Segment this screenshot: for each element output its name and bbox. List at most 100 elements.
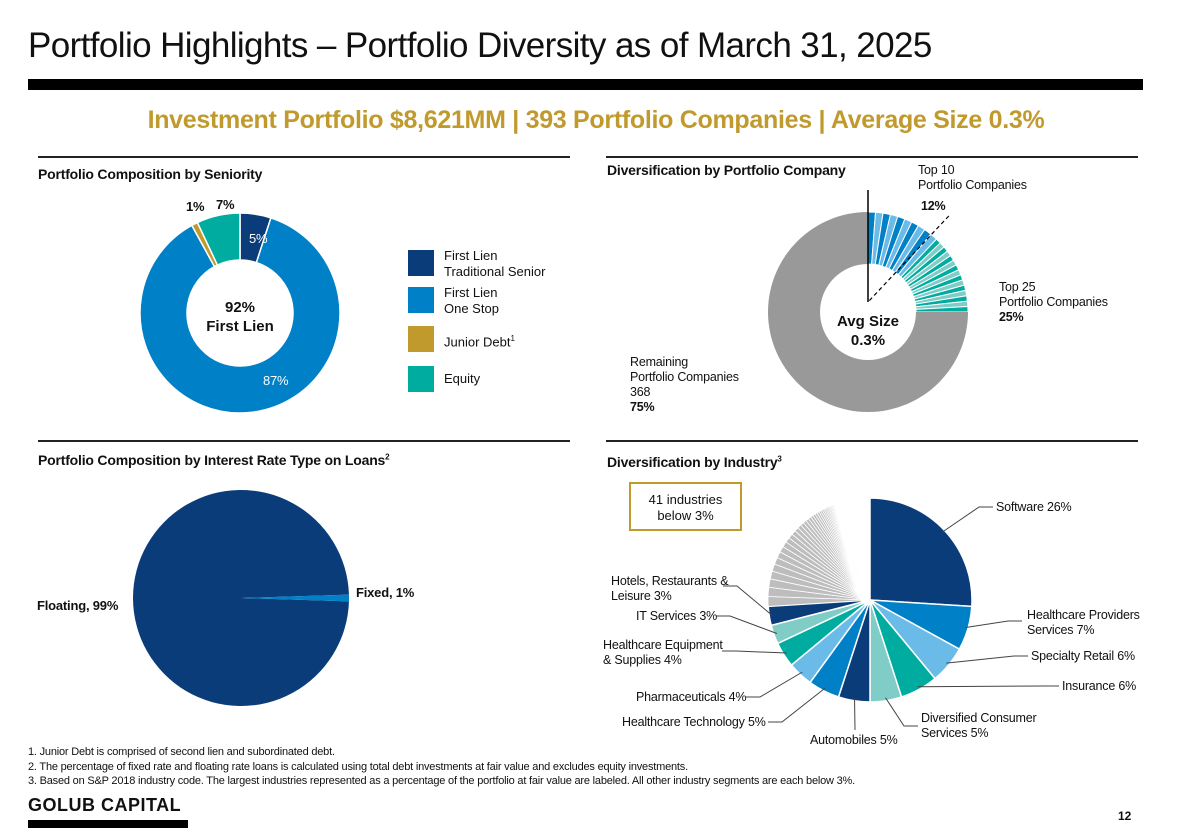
label-line: Leisure 3%	[611, 589, 672, 603]
center-caption: Avg Size	[837, 313, 899, 330]
rate-chart-title: Portfolio Composition by Interest Rate T…	[38, 452, 390, 468]
legend-line: Traditional Senior	[444, 264, 546, 279]
rate-chart-title-text: Portfolio Composition by Interest Rate T…	[38, 452, 386, 468]
seniority-chart-title: Portfolio Composition by Seniority	[38, 166, 263, 182]
slice-first-lien-one-stop	[139, 216, 341, 414]
section-divider	[38, 156, 570, 158]
leader-line	[746, 671, 803, 698]
company-logo: GOLUB CAPITAL	[28, 795, 182, 815]
company-donut	[768, 190, 969, 412]
center-value: 92%	[224, 299, 256, 316]
legend-line: Junior Debt	[444, 334, 511, 350]
label-line: Services 5%	[921, 726, 989, 740]
industry-label-diversified-consumer-services: Diversified Consumer Services 5%	[921, 711, 1037, 741]
logo-bar	[28, 820, 188, 828]
remaining-count: 368	[630, 385, 651, 399]
slice-equity	[196, 212, 241, 267]
leader-line	[885, 697, 918, 727]
rate-pie	[133, 489, 349, 706]
leader-line	[946, 655, 1028, 664]
legend-label-first-lien-one-stop: First Lien One Stop	[444, 285, 499, 317]
leader-line	[941, 506, 993, 533]
label-line: Remaining	[630, 355, 688, 369]
top25-dashed-line	[868, 215, 950, 301]
seniority-center-label: 92% First Lien	[190, 298, 290, 336]
label-line: Top 10	[918, 163, 955, 177]
industry-chart-title-text: Diversification by Industry	[607, 454, 778, 470]
label-line: Software 26%	[996, 500, 1072, 514]
industry-label-insurance: Insurance 6%	[1062, 679, 1136, 694]
industry-label-software: Software 26%	[996, 500, 1072, 515]
slice-other-industry	[837, 502, 871, 601]
label-line: Portfolio Companies	[999, 295, 1108, 309]
one-stop-label: 87%	[263, 373, 289, 388]
industry-pie	[767, 497, 973, 703]
legend-line: Equity	[444, 371, 481, 386]
footnote-2: 2. The percentage of fixed rate and floa…	[28, 761, 688, 773]
slice-fixed	[241, 594, 349, 602]
legend-label-junior-debt: Junior Debt1	[444, 331, 515, 350]
slice-software	[869, 497, 973, 608]
leader-line	[716, 615, 778, 634]
top25-label: Top 25 Portfolio Companies 25%	[999, 280, 1108, 325]
label-line: Healthcare Equipment	[603, 638, 723, 652]
section-divider	[606, 440, 1138, 442]
top10-value: 12%	[921, 199, 946, 213]
leader-line	[723, 585, 773, 616]
top10-label: Top 10 Portfolio Companies 12%	[918, 163, 1027, 214]
leader-line	[917, 685, 1059, 688]
footnote-ref: 1	[510, 334, 515, 343]
industries-below-threshold-callout: 41 industries below 3%	[629, 482, 742, 531]
footnote-ref: 2	[385, 452, 390, 462]
label-line: & Supplies 4%	[603, 653, 682, 667]
leader-line	[722, 650, 787, 654]
industry-label-healthcare-equipment-supplies: Healthcare Equipment & Supplies 4%	[603, 638, 723, 668]
label-line: Portfolio Companies	[918, 178, 1027, 192]
leader-line	[768, 687, 826, 723]
label-line: Portfolio Companies	[630, 370, 739, 384]
label-line: Top 25	[999, 280, 1036, 294]
industry-label-hotels-restaurants-leisure: Hotels, Restaurants & Leisure 3%	[611, 574, 729, 604]
label-line: Services 7%	[1027, 623, 1095, 637]
legend-line: First Lien	[444, 248, 498, 263]
floating-label: Floating, 99%	[37, 598, 119, 613]
industry-chart-title: Diversification by Industry3	[607, 454, 782, 470]
label-line: Pharmaceuticals 4%	[636, 690, 747, 704]
label-line: Healthcare Technology 5%	[622, 715, 766, 729]
traditional-senior-label: 5%	[249, 231, 268, 246]
section-divider	[38, 440, 570, 442]
top25-value: 25%	[999, 310, 1024, 324]
portfolio-summary: Investment Portfolio $8,621MM | 393 Port…	[147, 106, 1045, 134]
callout-line: below 3%	[657, 508, 714, 523]
industry-label-pharmaceuticals: Pharmaceuticals 4%	[636, 690, 747, 705]
legend-swatch	[408, 287, 434, 313]
legend-label-equity: Equity	[444, 371, 480, 387]
industry-label-healthcare-providers-services: Healthcare Providers Services 7%	[1027, 608, 1140, 638]
legend-swatch	[408, 250, 434, 276]
footnote-1: 1. Junior Debt is comprised of second li…	[28, 746, 335, 758]
industry-label-specialty-retail: Specialty Retail 6%	[1031, 649, 1135, 664]
label-line: Hotels, Restaurants &	[611, 574, 729, 588]
legend-swatch	[408, 366, 434, 392]
industry-leader-lines	[716, 506, 1059, 731]
slice-remaining-portfolio-companies	[768, 212, 968, 412]
page-number: 12	[1118, 809, 1132, 823]
footnote-3: 3. Based on S&P 2018 industry code. The …	[28, 775, 855, 787]
remaining-label: Remaining Portfolio Companies 368 75%	[630, 355, 739, 415]
label-line: Insurance 6%	[1062, 679, 1137, 693]
remaining-value: 75%	[630, 400, 655, 414]
legend-line: Junior Debt1	[444, 331, 515, 350]
callout-line: 41 industries	[648, 492, 723, 507]
center-caption: First Lien	[206, 318, 274, 335]
label-line: Specialty Retail 6%	[1031, 649, 1135, 663]
footnote-ref: 3	[777, 454, 782, 464]
company-center-label: Avg Size 0.3%	[818, 312, 918, 350]
fixed-label: Fixed, 1%	[356, 585, 415, 600]
company-chart-title: Diversification by Portfolio Company	[607, 162, 846, 178]
equity-label: 7%	[216, 197, 235, 212]
label-line: Healthcare Providers	[1027, 608, 1140, 622]
seniority-donut	[139, 212, 341, 414]
title-divider	[28, 79, 1143, 90]
junior-debt-label: 1%	[186, 199, 205, 214]
